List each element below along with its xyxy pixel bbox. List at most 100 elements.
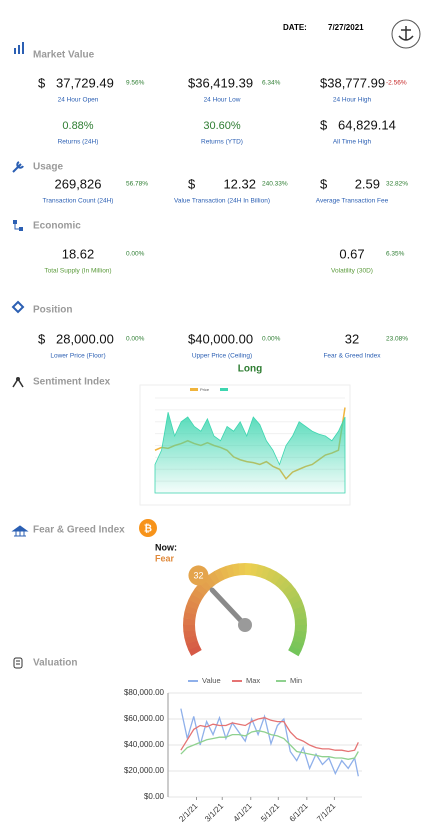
- gauge-band: [265, 568, 277, 582]
- icon-economic: [13, 220, 23, 231]
- gauge-band: [282, 583, 296, 596]
- metric-label: 24 Hour High: [333, 97, 372, 104]
- gauge-band: [225, 564, 235, 578]
- gauge-band: [208, 571, 221, 585]
- metric-value: $40,000.00: [188, 331, 253, 346]
- metric-label: Upper Price (Ceiling): [192, 353, 252, 360]
- metric-change: 6.35%: [386, 251, 405, 258]
- gauge-band: [219, 565, 230, 580]
- y-tick-label: $60,000.00: [124, 714, 165, 723]
- currency: $: [320, 117, 328, 132]
- series-line: [180, 717, 359, 753]
- gauge-band: [184, 635, 198, 645]
- metric-value: 12.32: [223, 176, 256, 191]
- gauge-band: [184, 605, 198, 615]
- icon-fear: [11, 525, 29, 537]
- metric-value: 0.67: [339, 246, 364, 261]
- gauge-band: [294, 625, 307, 632]
- gauge-band: [232, 563, 241, 577]
- gauge-band: [293, 612, 307, 621]
- bitcoin-icon: ₿: [139, 519, 157, 537]
- gauge-band: [214, 568, 225, 582]
- series-line: [180, 708, 359, 777]
- metric-value: 28,000.00: [56, 331, 114, 346]
- metric-label: Total Supply (In Million): [44, 268, 111, 275]
- metric-change: 6.34%: [262, 80, 281, 87]
- section-title: Market Value: [33, 50, 95, 61]
- x-tick-label: 6/1/21: [288, 801, 310, 823]
- gauge-band: [183, 624, 196, 632]
- metric-label: Volatility (30D): [331, 268, 373, 275]
- currency: $: [38, 331, 46, 346]
- metric-value: 0.88%: [62, 120, 93, 132]
- metric-change: 0.00%: [126, 336, 145, 343]
- metric-label: Lower Price (Floor): [50, 353, 105, 360]
- section-title: Position: [33, 305, 72, 316]
- metric-label: Fear & Greed Index: [323, 353, 381, 360]
- gauge-band: [191, 588, 205, 600]
- gauge-band: [278, 578, 292, 592]
- icon-market: [14, 42, 24, 54]
- gauge-band: [194, 583, 209, 596]
- gauge-band: [238, 563, 246, 576]
- status: Fear: [155, 553, 175, 563]
- gauge-band: [183, 629, 197, 638]
- metric-value: 2.59: [355, 176, 380, 191]
- section-title: Usage: [33, 162, 63, 173]
- x-tick-label: 3/1/21: [203, 801, 225, 823]
- gauge-band: [188, 593, 202, 605]
- legend-label: Min: [290, 676, 302, 685]
- legend-label: Value: [202, 676, 221, 685]
- metric-label: Average Transaction Fee: [316, 198, 389, 205]
- metric-value: 64,829.14: [338, 117, 396, 132]
- gauge-band: [274, 574, 287, 589]
- gauge-band: [292, 635, 306, 645]
- area: [154, 412, 346, 494]
- section-title: Sentiment Index: [33, 377, 111, 388]
- currency: $: [320, 176, 328, 191]
- gauge-band: [260, 566, 271, 580]
- metric-value: $38,777.99: [320, 75, 385, 90]
- x-tick-label: 5/1/21: [259, 801, 281, 823]
- metric-change: 32.82%: [386, 181, 408, 188]
- legend-swatch: [220, 388, 228, 391]
- metric-change: 56.78%: [126, 181, 148, 188]
- metric-label: 24 Hour Open: [58, 97, 99, 104]
- gauge-band: [188, 645, 202, 656]
- icon-sentiment: [12, 377, 24, 388]
- y-tick-label: $80,000.00: [124, 688, 165, 697]
- metric-value: $36,419.39: [188, 75, 253, 90]
- icon-valuation: [13, 657, 23, 669]
- icon-position: [11, 300, 25, 314]
- gauge-bubble: [188, 565, 209, 586]
- date: 7/27/2021: [328, 23, 364, 32]
- gauge-band: [183, 618, 196, 625]
- metric-value: 18.62: [62, 246, 95, 261]
- gauge-needle: [209, 587, 248, 628]
- legend-swatch: [190, 388, 198, 391]
- gauge-band: [290, 640, 304, 651]
- x-tick-label: 7/1/21: [315, 801, 337, 823]
- metric-change: 0.00%: [262, 336, 281, 343]
- section-title: Fear & Greed Index: [33, 525, 125, 536]
- currency: $: [188, 176, 196, 191]
- currency: $: [38, 75, 46, 90]
- icon-usage: [12, 161, 24, 173]
- metric-label: All Time High: [333, 139, 372, 146]
- metric-label: Returns (24H): [58, 139, 99, 146]
- section-title: Economic: [33, 221, 81, 232]
- gauge-band: [292, 605, 306, 615]
- x-tick-label: 4/1/21: [232, 801, 254, 823]
- metric-value: 30.60%: [203, 120, 241, 132]
- metric-value: 37,729.49: [56, 75, 114, 90]
- y-tick-label: $40,000.00: [124, 740, 165, 749]
- gauge-hub: [238, 618, 252, 632]
- y-tick-label: $0.00: [144, 792, 165, 801]
- logo: [391, 19, 421, 49]
- signal: Long: [238, 364, 262, 375]
- gauge-band: [245, 563, 252, 576]
- gauge-band: [288, 645, 302, 657]
- legend-label: Max: [246, 676, 260, 685]
